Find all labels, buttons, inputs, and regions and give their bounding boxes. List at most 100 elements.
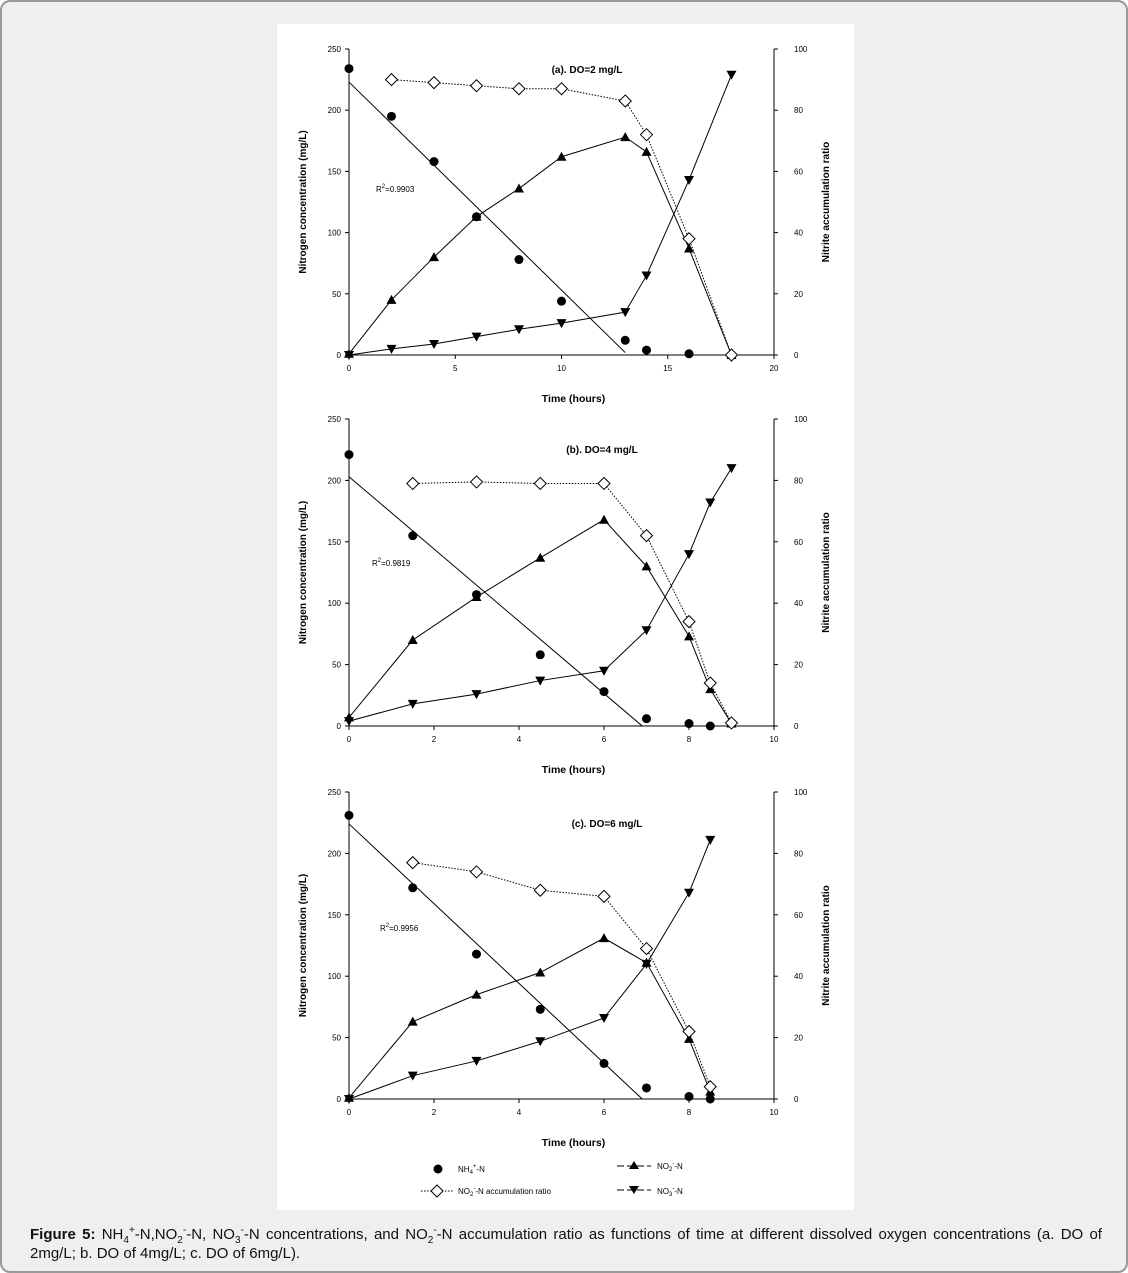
legend-ratio-suffix: -N accumulation ratio (475, 1187, 551, 1196)
y-tick-label: 100 (328, 599, 342, 608)
no3-point (599, 1013, 609, 1023)
r2-label-sup: 2 (378, 558, 382, 564)
legend-no2-sub: 2 (669, 1167, 673, 1173)
caption-run: -N,NO (134, 1226, 178, 1243)
ratio-point (533, 883, 547, 897)
y2-tick-label: 80 (794, 849, 803, 858)
ratio-point (682, 1024, 696, 1039)
chart-title: (a). DO=2 mg/L (552, 65, 623, 76)
legend-no3-suffix: -N (674, 1187, 683, 1196)
no2-point (535, 967, 546, 977)
no3-point (684, 888, 694, 898)
x-tick-label: 0 (347, 364, 352, 373)
nh4-point (642, 1083, 651, 1093)
nh4-point (599, 1058, 609, 1068)
y2-tick-label: 60 (794, 167, 803, 176)
no3-point (641, 959, 652, 969)
ratio-point (533, 476, 547, 491)
y-tick-label: 150 (328, 911, 342, 920)
ratio-point (469, 79, 484, 93)
legend-no3-text: NO (657, 1187, 669, 1196)
legend-ratio-sub: 2 (470, 1192, 474, 1198)
caption-run: + (128, 1225, 135, 1236)
nh4-point (684, 719, 694, 729)
no3-point (535, 1037, 546, 1047)
ratio-point (469, 475, 484, 489)
y2-tick-label: 40 (794, 972, 803, 981)
no2-point (386, 294, 397, 304)
nh4-point (408, 883, 418, 893)
nh4-point (620, 335, 630, 345)
caption-run: 2 (177, 1235, 183, 1246)
ratio-point (724, 716, 739, 730)
no2-series-line (348, 937, 711, 1099)
no2-point (684, 631, 694, 641)
legend-nh4-suffix: -N (476, 1165, 485, 1174)
y-tick-label: 0 (337, 1095, 342, 1104)
legend-no2-suffix: -N (674, 1162, 683, 1171)
chart-title: (c). DO=6 mg/L (572, 819, 643, 830)
y-tick-label: 250 (328, 45, 342, 54)
nh4-point (429, 157, 439, 167)
nh4-point (599, 687, 609, 697)
y2-tick-label: 0 (794, 1095, 799, 1104)
y2-tick-label: 20 (794, 290, 803, 299)
r2-label-value: =0.9903 (385, 185, 415, 194)
y-axis-label: Nitrogen concentration (mg/L) (298, 501, 309, 644)
nh4-point (387, 111, 396, 121)
x-axis-label: Time (hours) (542, 764, 605, 776)
y-tick-label: 100 (328, 972, 342, 981)
caption-run: -N, NO (186, 1226, 235, 1243)
caption-run: NH (95, 1226, 124, 1243)
y2-tick-label: 100 (794, 45, 808, 54)
legend-no2-marker (629, 1161, 639, 1169)
ratio-point (512, 82, 526, 96)
ratio-point (682, 614, 696, 629)
no3-point (429, 339, 439, 349)
chart-title: (b). DO=4 mg/L (566, 445, 637, 456)
no3-point (705, 498, 716, 508)
r2-label-sup: 2 (382, 184, 386, 190)
legend-no3-sub: 3 (669, 1192, 673, 1198)
ratio-series-line (391, 79, 732, 356)
ratio-point (639, 528, 654, 543)
y2-tick-label: 0 (794, 351, 799, 360)
r2-label-value: =0.9819 (381, 559, 411, 568)
no3-point (535, 676, 546, 686)
no2-point (407, 635, 418, 645)
y-axis-label: Nitrogen concentration (mg/L) (298, 874, 309, 1017)
legend-no2-label: NO2--N (657, 1161, 683, 1173)
legend-no2-sup: - (672, 1161, 674, 1167)
y2-tick-label: 40 (794, 599, 803, 608)
caption-run: -N accumulation ratio as functions of ti… (30, 1226, 1102, 1262)
x-tick-label: 2 (432, 735, 437, 744)
y-tick-label: 200 (328, 849, 342, 858)
ratio-series-line (412, 862, 711, 1087)
no3-point (726, 464, 737, 474)
no2-point (641, 146, 652, 156)
no2-point (407, 1016, 418, 1026)
x-tick-label: 8 (687, 735, 692, 744)
y2-tick-label: 80 (794, 106, 803, 115)
y-tick-label: 0 (337, 722, 342, 731)
figure-caption: Figure 5: NH4+-N,NO2--N, NO3--N concentr… (30, 1225, 1102, 1263)
no3-point (599, 666, 609, 676)
x-tick-label: 6 (602, 1108, 607, 1117)
nh4-point (344, 64, 354, 74)
y2-tick-label: 60 (794, 538, 803, 547)
no3-point (641, 626, 652, 636)
r2-label-r: R (372, 559, 378, 568)
nh4-point (557, 296, 566, 306)
legend-no3-sup: - (672, 1186, 674, 1192)
r2-label-value: =0.9956 (389, 924, 419, 933)
x-tick-label: 10 (770, 735, 779, 744)
figure-svg: 0 5 10 15 20050100150200250020406080100Time … (298, 45, 832, 1198)
x-tick-label: 6 (602, 735, 607, 744)
y-tick-label: 150 (328, 167, 342, 176)
x-tick-label: 15 (663, 364, 672, 373)
x-tick-label: 10 (557, 364, 566, 373)
r2-label-r: R (376, 185, 382, 194)
